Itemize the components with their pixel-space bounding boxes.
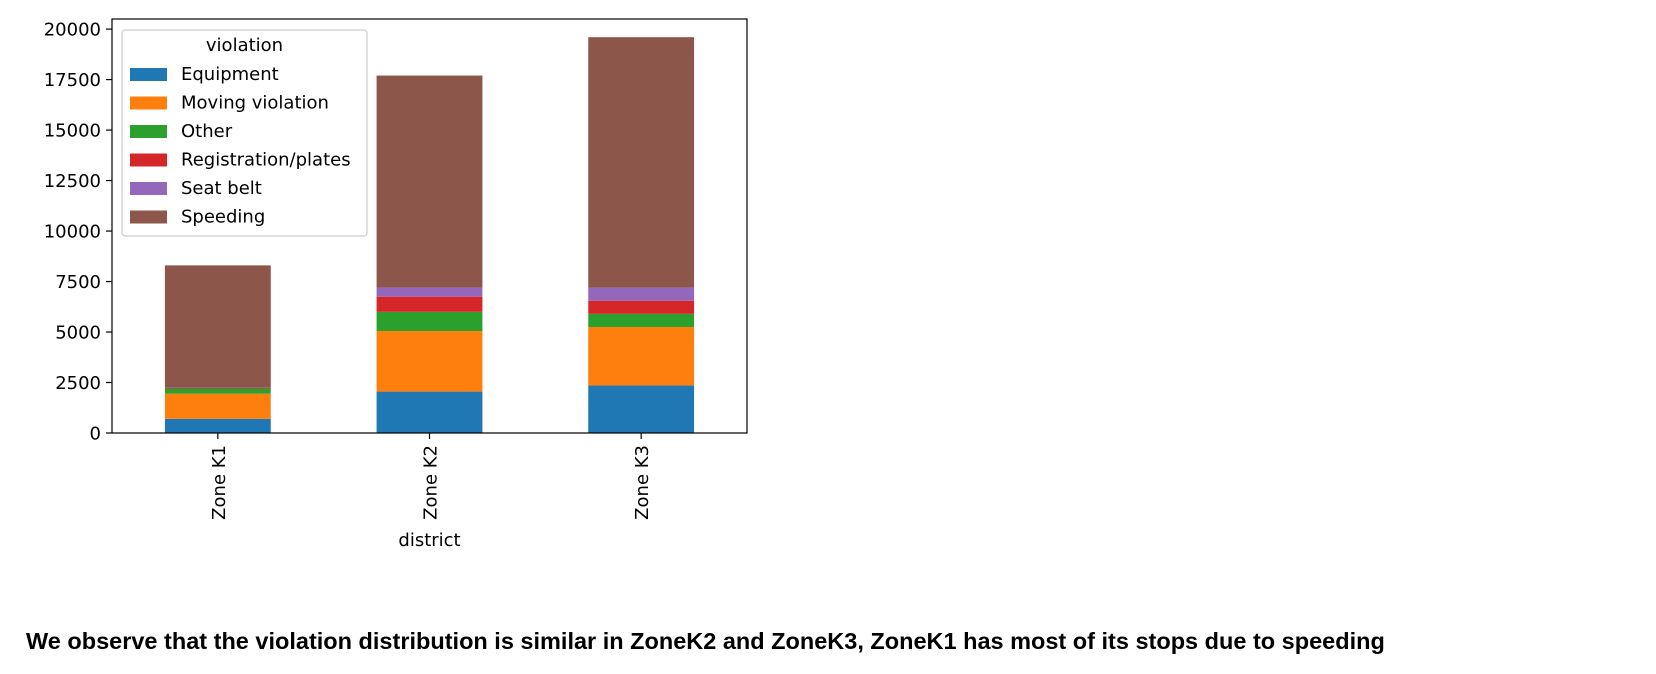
legend-label-other: Other: [181, 121, 233, 142]
y-axis: 0 2500 5000 7500 10000 12500 15000 17500 20000: [44, 20, 112, 445]
bar-zone-k1-equipment: [164, 418, 271, 433]
legend-swatch-equipment: [130, 68, 167, 81]
y-tick-label: 15000: [44, 121, 101, 142]
y-tick-label: 0: [90, 424, 101, 445]
y-tick-label: 2500: [55, 373, 101, 394]
x-axis: Zone K1 Zone K2 Zone K3: [209, 433, 653, 520]
bar-zone-k2-registration-plates: [376, 296, 483, 312]
bar-zone-k2-speeding: [376, 75, 483, 288]
legend-title: violation: [206, 35, 283, 56]
x-tick-label: Zone K2: [421, 445, 442, 520]
legend-label-speeding: Speeding: [181, 207, 265, 228]
y-tick-label: 5000: [55, 323, 101, 344]
bar-zone-k1-registration-plates: [164, 387, 271, 389]
bar-zone-k3-speeding: [588, 37, 695, 288]
x-tick-label: Zone K3: [632, 445, 653, 520]
legend-label-seat-belt: Seat belt: [181, 178, 262, 199]
legend-swatch-seat-belt: [130, 182, 167, 195]
x-tick-label: Zone K1: [209, 445, 230, 520]
y-tick-label: 7500: [55, 272, 101, 293]
legend-swatch-registration-plates: [130, 153, 167, 167]
caption: We observe that the violation distributi…: [26, 628, 1385, 654]
bar-zone-k2-moving-violation: [376, 331, 483, 392]
bar-zone-k1-moving-violation: [164, 393, 271, 419]
bar-zone-k3-equipment: [588, 385, 695, 433]
legend-label-registration-plates: Registration/plates: [181, 150, 351, 171]
bars-layer: [164, 37, 695, 433]
y-tick-label: 17500: [44, 70, 101, 91]
bar-zone-k3-registration-plates: [588, 300, 695, 314]
bar-zone-k2-seat-belt: [376, 287, 483, 297]
bar-zone-k2-equipment: [376, 391, 483, 433]
bar-zone-k3-moving-violation: [588, 326, 695, 386]
stacked-bar-chart: 0 2500 5000 7500 10000 12500 15000 17500 20000 Z…: [0, 0, 820, 590]
chart-svg: 0 2500 5000 7500 10000 12500 15000 17500 20000 Z…: [44, 18, 748, 551]
y-tick-label: 10000: [44, 222, 101, 243]
legend-label-equipment: Equipment: [181, 64, 279, 85]
bar-zone-k3-other: [588, 313, 695, 327]
bar-zone-k2-other: [376, 311, 483, 332]
legend-swatch-speeding: [130, 210, 167, 224]
bar-zone-k1-other: [164, 388, 271, 394]
legend-swatch-other: [130, 125, 167, 138]
plot-frame: [111, 18, 748, 434]
bar-zone-k1-speeding: [164, 265, 271, 388]
legend-swatch-moving-violation: [130, 96, 167, 110]
legend: violation Equipment Moving violation Other R…: [121, 29, 368, 237]
legend-box: [121, 29, 368, 237]
y-tick-label: 20000: [44, 20, 101, 41]
x-axis-label: district: [398, 530, 460, 551]
bar-zone-k3-seat-belt: [588, 287, 695, 301]
legend-label-moving-violation: Moving violation: [181, 93, 329, 114]
y-tick-label: 12500: [44, 171, 101, 192]
